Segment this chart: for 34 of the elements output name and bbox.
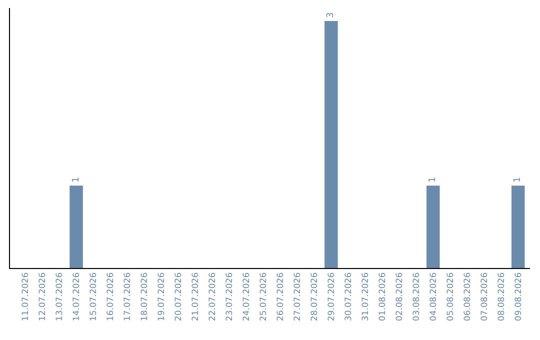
data-label: 3 xyxy=(326,12,336,18)
x-tick-label: 16.07.2026 xyxy=(106,272,116,322)
x-tick-label: 08.08.2026 xyxy=(496,272,507,322)
x-tick-label: 27.07.2026 xyxy=(292,272,303,322)
x-tick-label: 03.08.2026 xyxy=(412,272,422,322)
x-tick-label: 24.07.2026 xyxy=(242,272,252,322)
x-tick-label: 07.08.2026 xyxy=(480,272,490,322)
x-tick-label: 12.07.2026 xyxy=(38,272,48,322)
x-tick-label: 31.07.2026 xyxy=(360,272,371,322)
x-tick-label: 15.07.2026 xyxy=(89,272,100,322)
x-tick-label: 06.08.2026 xyxy=(462,272,473,322)
x-tick-label: 23.07.2026 xyxy=(224,272,235,322)
data-label: 1 xyxy=(513,176,524,183)
x-tick-label: 19.07.2026 xyxy=(157,272,168,322)
x-tick-label: 25.07.2026 xyxy=(258,272,269,322)
x-tick-label: 09.08.2026 xyxy=(514,272,524,322)
x-tick-label: 04.08.2026 xyxy=(428,272,439,322)
x-tick-label: 28.07.2026 xyxy=(310,272,320,322)
x-tick-label: 21.07.2026 xyxy=(190,272,201,322)
x-tick-label: 01.08.2026 xyxy=(378,272,388,322)
data-label: 1 xyxy=(428,176,438,183)
x-tick-label: 18.07.2026 xyxy=(140,272,150,322)
x-tick-label: 05.08.2026 xyxy=(446,272,456,322)
x-tick-label: 11.07.2026 xyxy=(21,272,32,322)
x-tick-label: 20.07.2026 xyxy=(174,272,184,322)
x-tick-label: 30.07.2026 xyxy=(344,272,354,322)
x-tick-label: 02.08.2026 xyxy=(394,272,405,322)
x-tick-label: 17.07.2026 xyxy=(123,272,134,322)
x-tick-label: 14.07.2026 xyxy=(72,272,82,322)
x-tick-label: 29.07.2026 xyxy=(326,272,337,322)
x-tick-label: 22.07.2026 xyxy=(208,272,218,322)
data-label: 1 xyxy=(71,176,82,183)
x-tick-label: 26.07.2026 xyxy=(276,272,286,322)
x-tick-label: 13.07.2026 xyxy=(55,272,66,322)
